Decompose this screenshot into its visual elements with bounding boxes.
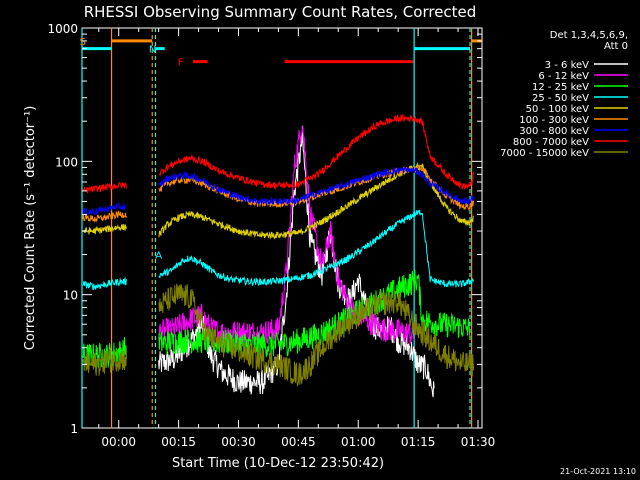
x-tick-label: 00:45: [281, 435, 316, 449]
legend-label: 6 - 12 keV: [538, 71, 589, 82]
x-tick-label: 00:30: [221, 435, 256, 449]
annotations: S N F A: [80, 37, 184, 262]
y-tick-label: 1000: [47, 22, 78, 36]
x-tick-label: 00:15: [161, 435, 196, 449]
legend-header: Att 0: [604, 41, 628, 52]
series-group: [82, 113, 475, 398]
annotation-F: F: [178, 58, 184, 69]
x-tick-label: 01:15: [401, 435, 436, 449]
legend-label: 50 - 100 keV: [526, 104, 590, 115]
x-axis-label: Start Time (10-Dec-12 23:50:42): [172, 456, 384, 471]
x-tick-label: 00:00: [101, 435, 136, 449]
x-tick-label: 01:00: [341, 435, 376, 449]
series-4: [82, 161, 474, 241]
legend-label: 300 - 800 keV: [519, 126, 589, 137]
series-7: [82, 113, 475, 194]
timestamp: 21-Oct-2021 13:10: [560, 467, 636, 476]
y-tick-label: 10: [63, 289, 78, 303]
x-tick-label: 01:30: [461, 435, 496, 449]
series-6: [82, 165, 475, 216]
annotation-A: A: [155, 251, 162, 262]
legend-label: 12 - 25 keV: [532, 82, 589, 93]
chart-title: RHESSI Observing Summary Count Rates, Co…: [84, 3, 477, 21]
series-3: [82, 209, 475, 291]
legend-label: 100 - 300 keV: [519, 115, 589, 126]
legend-label: 800 - 7000 keV: [513, 137, 589, 148]
series-1: [158, 125, 415, 347]
y-tick-label: 1: [70, 422, 78, 436]
tick-marks: 00:00 00:15 00:30 00:45 01:00 01:15 01:30 1 10 10…: [47, 22, 495, 449]
annotation-S: S: [80, 37, 86, 48]
y-tick-label: 100: [55, 155, 78, 169]
series-8: [82, 282, 475, 387]
legend-header: Det 1,3,4,5,6,9,: [550, 30, 628, 41]
legend-label: 3 - 6 keV: [545, 60, 589, 71]
y-axis-label: Corrected Count Rate (s⁻¹ detector⁻¹): [23, 106, 38, 351]
status-bars: [82, 39, 482, 64]
annotation-N: N: [149, 45, 156, 56]
legend-label: 7000 - 15000 keV: [500, 148, 589, 159]
legend-label: 25 - 50 keV: [532, 93, 589, 104]
